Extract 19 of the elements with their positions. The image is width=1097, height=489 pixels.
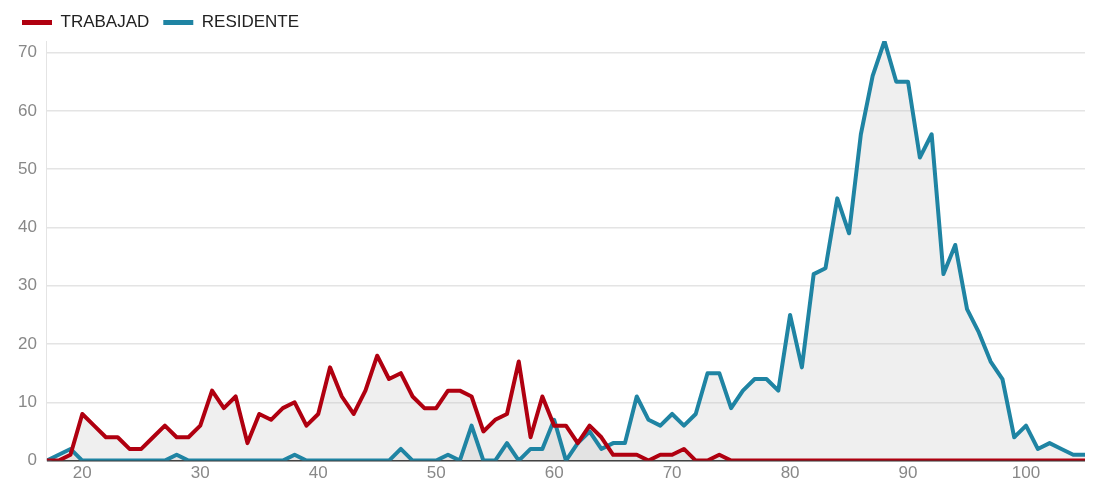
x-tick-label: 80	[780, 463, 800, 483]
x-tick-label: 60	[544, 463, 564, 483]
x-tick-label: 70	[662, 463, 682, 483]
y-tick-label: 70	[17, 42, 37, 62]
y-tick-label: 0	[27, 450, 37, 470]
y-tick-label: 40	[17, 217, 37, 237]
y-tick-label: 10	[17, 392, 37, 412]
x-tick-label: 40	[308, 463, 328, 483]
x-tick-label: 50	[426, 463, 446, 483]
legend-label: RESIDENTE	[201, 12, 300, 32]
legend-label: TRABAJAD	[60, 12, 150, 32]
x-tick-label: 30	[190, 463, 210, 483]
y-tick-label: 50	[17, 158, 37, 178]
x-tick-label: 20	[72, 463, 92, 483]
x-tick-label: 100	[1011, 463, 1041, 483]
y-tick-label: 20	[17, 333, 37, 353]
y-tick-label: 30	[17, 275, 37, 295]
x-tick-label: 90	[898, 463, 918, 483]
y-tick-label: 60	[17, 100, 37, 120]
